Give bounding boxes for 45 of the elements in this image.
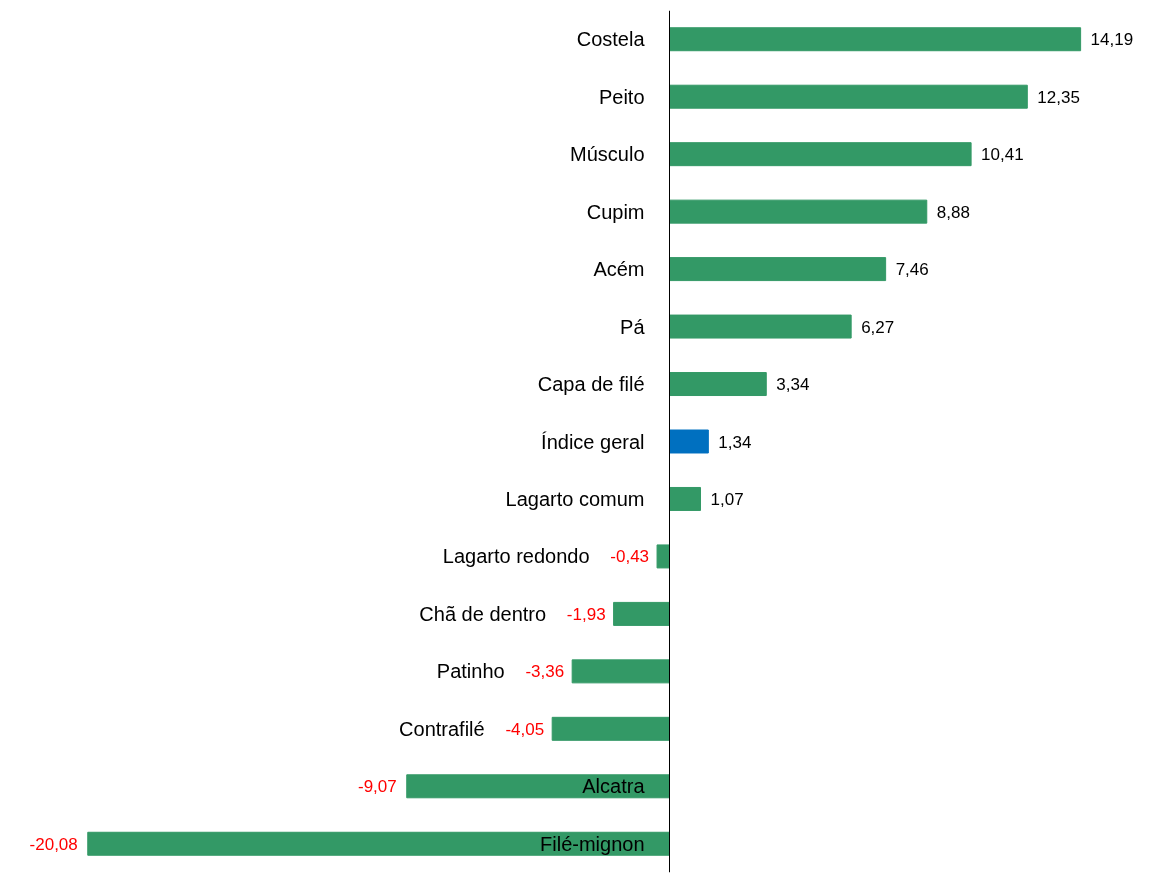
bar bbox=[669, 486, 702, 511]
data-label: 1,34 bbox=[718, 432, 752, 452]
data-label: 10,41 bbox=[981, 145, 1024, 165]
data-label: -9,07 bbox=[357, 777, 397, 797]
y-tick-label: Lagarto redondo bbox=[442, 545, 590, 568]
bar bbox=[656, 544, 671, 569]
y-tick-label: Pá bbox=[620, 315, 646, 338]
y-tick-label: Músculo bbox=[570, 143, 645, 166]
bar bbox=[613, 601, 671, 626]
y-tick-label: Cupim bbox=[586, 200, 645, 223]
data-label: 7,46 bbox=[895, 260, 929, 280]
y-tick-label: Patinho bbox=[436, 660, 505, 683]
bar bbox=[669, 27, 1082, 52]
y-tick-label: Alcatra bbox=[582, 775, 646, 798]
bar bbox=[669, 257, 887, 282]
bar bbox=[571, 659, 671, 684]
y-tick-label: Índice geral bbox=[541, 430, 645, 453]
data-label: 12,35 bbox=[1037, 87, 1080, 107]
y-tick-label: Chã de dentro bbox=[419, 602, 547, 625]
bar bbox=[669, 314, 852, 339]
data-label: -4,05 bbox=[505, 719, 545, 739]
bar bbox=[669, 84, 1028, 109]
y-tick-label: Costela bbox=[576, 28, 646, 51]
bar bbox=[406, 774, 671, 799]
data-label: 8,88 bbox=[936, 202, 970, 222]
bar bbox=[669, 372, 767, 397]
data-label: -0,43 bbox=[610, 547, 650, 567]
data-label: 1,07 bbox=[710, 489, 744, 509]
y-tick-label: Lagarto comum bbox=[505, 487, 645, 510]
y-tick-label: Contrafilé bbox=[399, 717, 485, 740]
bar bbox=[669, 429, 709, 454]
data-label: 14,19 bbox=[1090, 30, 1134, 50]
bar bbox=[669, 142, 972, 167]
data-label: -1,93 bbox=[566, 604, 606, 624]
bar bbox=[669, 199, 928, 224]
data-label: 3,34 bbox=[776, 375, 810, 395]
y-tick-label: Capa de filé bbox=[537, 373, 645, 396]
data-label: -3,36 bbox=[525, 662, 565, 682]
bar bbox=[87, 831, 671, 856]
data-label: 6,27 bbox=[861, 317, 895, 337]
data-label: -20,08 bbox=[29, 834, 78, 854]
y-tick-label: Filé-mignon bbox=[540, 832, 645, 855]
y-tick-label: Acém bbox=[593, 258, 645, 281]
y-tick-label: Peito bbox=[598, 85, 645, 108]
bar bbox=[551, 716, 671, 741]
